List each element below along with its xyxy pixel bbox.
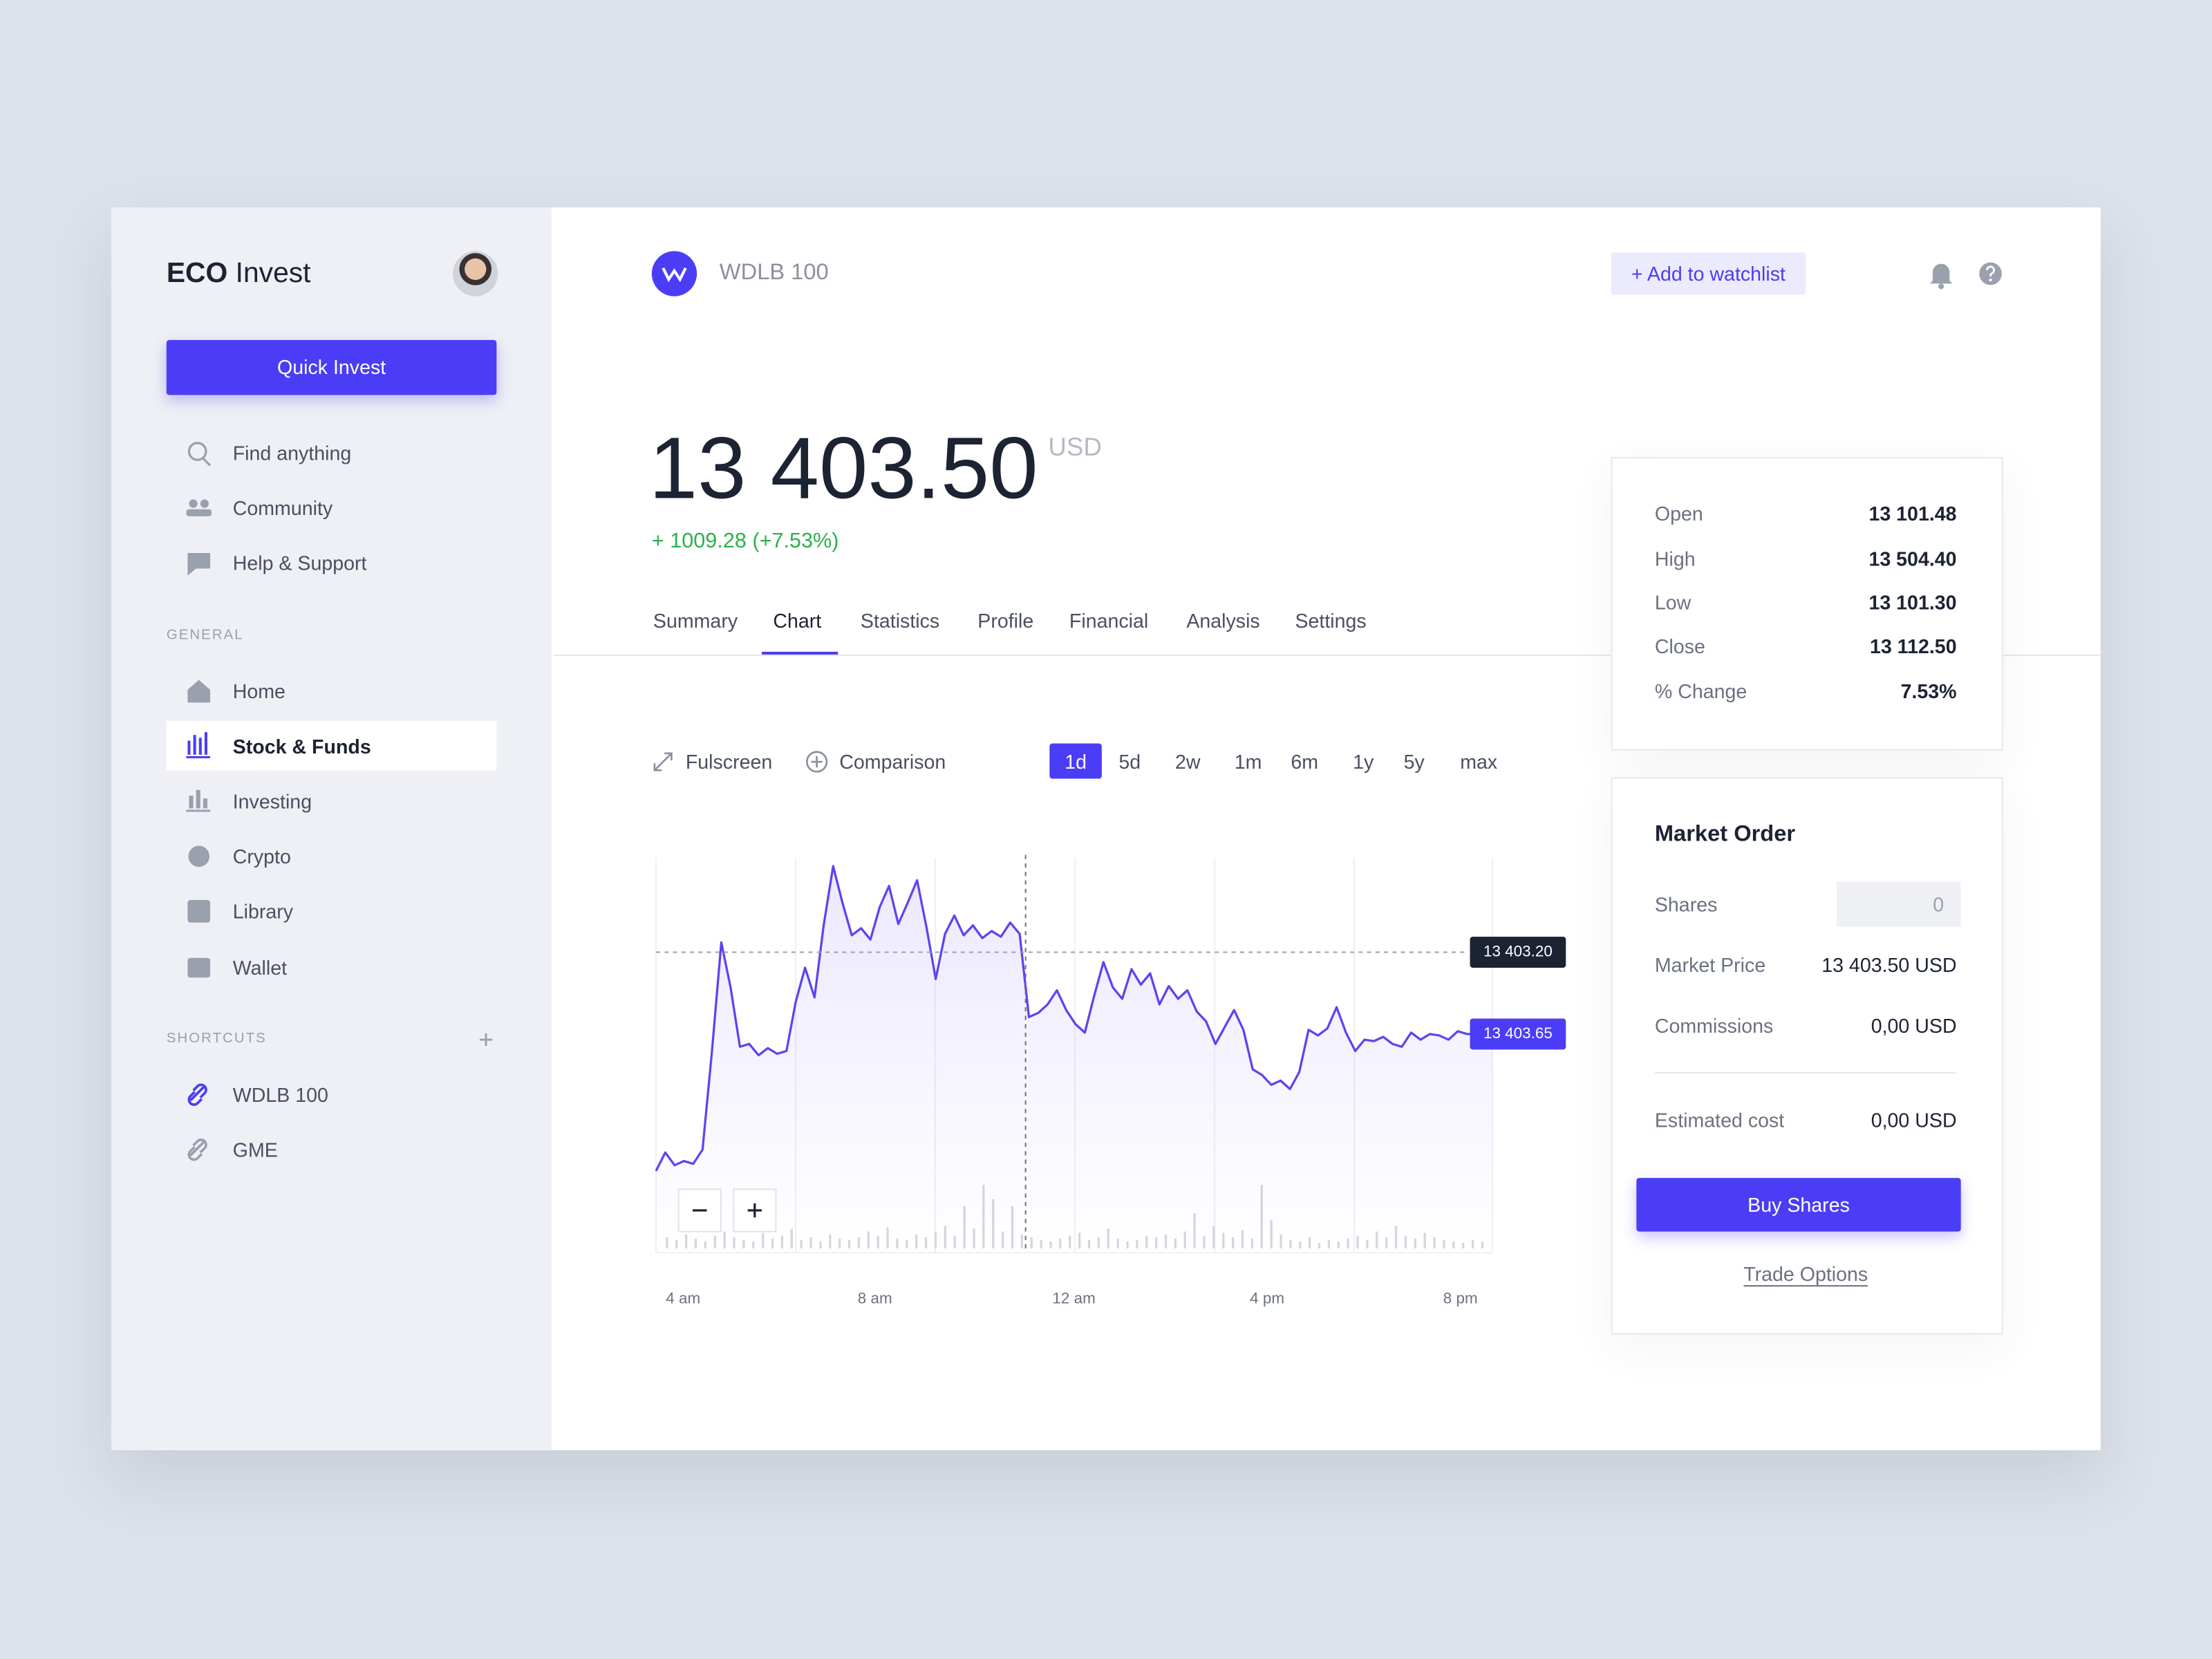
stat-label: Open (1654, 502, 1703, 525)
stat-value: 7.53% (1900, 679, 1957, 703)
stat-value: 13 504.40 (1868, 547, 1957, 570)
buy-button[interactable] (1636, 1178, 1961, 1232)
price-change: + 1009.28 (+7.53%) (651, 529, 839, 553)
menu-item[interactable]: Home (232, 679, 285, 703)
stats-card (1611, 457, 2003, 751)
order-title: Market Order (1654, 822, 1796, 847)
x-tick-label: 4 pm (1250, 1291, 1285, 1308)
menu-item-active[interactable]: Stock & Funds (232, 735, 371, 758)
order-value: 0,00 USD (1871, 1014, 1957, 1037)
order-value: 13 403.50 USD (1821, 953, 1957, 977)
period[interactable]: 1m (1234, 750, 1262, 774)
order-value: 0,00 USD (1871, 1109, 1957, 1132)
tab[interactable]: Analysis (1186, 609, 1260, 632)
period[interactable]: 6m (1291, 750, 1319, 774)
crosshair-tag (1470, 937, 1566, 968)
brand-text: Invest (235, 258, 311, 290)
last-tag (1470, 1018, 1566, 1050)
tab-underline (762, 651, 838, 655)
x-tick-label: 12 am (1052, 1291, 1096, 1308)
stat-label: Low (1654, 591, 1691, 614)
tab[interactable]: Summary (653, 609, 738, 632)
order-label: Market Price (1654, 953, 1766, 977)
period-active-bg (1049, 743, 1102, 779)
currency: USD (1048, 433, 1102, 462)
control-icons (653, 751, 828, 773)
active-menu-bg (166, 720, 497, 771)
price: 13 403.50 (648, 420, 1038, 518)
period[interactable]: 2w (1174, 750, 1201, 774)
period[interactable]: 1y (1353, 750, 1374, 774)
section-heading: SHORTCUTS (166, 1031, 267, 1047)
order-label: Shares (1654, 892, 1718, 916)
menu-item[interactable]: Help & Support (232, 551, 367, 574)
shares-value[interactable]: 0 (1933, 892, 1944, 916)
watchlist-button[interactable] (1611, 252, 1806, 295)
section-heading: GENERAL (166, 628, 244, 644)
tab[interactable]: Profile (977, 609, 1034, 632)
control[interactable]: Comparison (839, 750, 946, 774)
shares-input[interactable] (1837, 881, 1961, 927)
order-label: Estimated cost (1654, 1109, 1785, 1132)
menu-item[interactable]: Crypto (232, 845, 291, 868)
control[interactable]: Fulscreen (685, 750, 773, 774)
trade-options[interactable]: Trade Options (1743, 1262, 1868, 1287)
avatar[interactable] (453, 251, 498, 297)
menu-item[interactable]: Find anything (232, 441, 352, 465)
shortcut[interactable]: WDLB 100 (232, 1083, 328, 1106)
stat-value: 13 101.30 (1868, 591, 1957, 614)
brand-bold: ECO (166, 258, 228, 290)
stat-label: % Change (1654, 679, 1747, 703)
x-tick-label: 8 pm (1443, 1291, 1478, 1308)
menu-item[interactable]: Library (232, 900, 294, 923)
period[interactable]: 1d (1065, 750, 1087, 774)
shortcut[interactable]: GME (232, 1138, 278, 1161)
last-label: 13 403.65 (1483, 1025, 1553, 1043)
symbol: WDLB 100 (719, 261, 829, 285)
menu-item[interactable]: Investing (232, 789, 312, 813)
plot (655, 854, 1494, 1254)
period[interactable]: 5d (1118, 750, 1141, 774)
quick-invest-label[interactable]: Quick Invest (276, 355, 386, 378)
stat-label: High (1654, 547, 1696, 570)
area (655, 866, 1493, 1253)
watchlist-label[interactable]: + Add to watchlist (1631, 262, 1785, 285)
period[interactable]: 5y (1403, 750, 1425, 774)
order-divider (1654, 1072, 1957, 1074)
period[interactable]: max (1460, 750, 1498, 774)
stat-label: Close (1654, 635, 1705, 658)
menu-item[interactable]: Community (232, 496, 333, 520)
buy-label[interactable]: Buy Shares (1747, 1193, 1850, 1217)
trade-options-wrap: Trade Options (1611, 1259, 2000, 1288)
tabs-divider (552, 654, 2101, 656)
order-card (1611, 777, 2003, 1335)
quick-invest-button[interactable] (166, 339, 497, 395)
sidebar (111, 207, 552, 1450)
menu-item[interactable]: Wallet (232, 956, 288, 980)
tab[interactable]: Statistics (860, 609, 940, 632)
brand: ECO Invest (167, 260, 311, 288)
header-icons (651, 251, 2002, 297)
stat-value: 13 101.48 (1868, 502, 1957, 525)
tab[interactable]: Settings (1295, 609, 1367, 632)
sidebar-icons (186, 442, 493, 1161)
tab[interactable]: Financial (1069, 609, 1149, 632)
order-label: Commissions (1654, 1014, 1774, 1037)
x-tick-label: 4 am (666, 1291, 701, 1308)
x-tick-label: 8 am (857, 1291, 892, 1308)
price-line (655, 865, 1493, 1172)
stat-value: 13 112.50 (1870, 635, 1957, 658)
tab-active[interactable]: Chart (773, 609, 822, 632)
crosshair-label: 13 403.20 (1483, 944, 1553, 961)
